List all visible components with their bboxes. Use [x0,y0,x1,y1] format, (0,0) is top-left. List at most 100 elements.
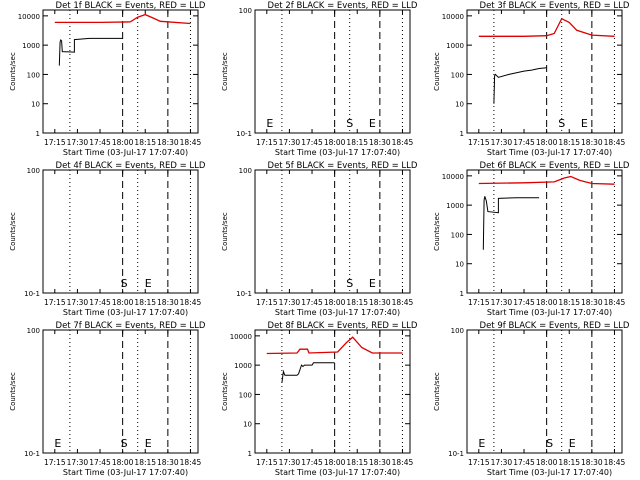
x-tick-label: 17:45 [89,458,111,467]
marker-e: E [369,277,376,290]
x-tick-label: 17:15 [44,138,66,147]
y-tick-label: 10 [455,101,464,109]
y-axis-label: Counts/sec [9,212,17,251]
chart-title: Det 8f BLACK = Events, RED = LLD [268,321,418,331]
chart-title: Det 2f BLACK = Events, RED = LLD [268,1,418,11]
x-tick-label: 17:45 [89,138,111,147]
x-axis-label: Start Time (03-Jul-17 17:07:40) [275,468,400,477]
y-tick-label: 10-1 [24,290,40,298]
x-tick-label: 17:45 [513,138,535,147]
plot-frame [42,169,199,294]
x-tick-label: 17:45 [89,298,111,307]
x-tick-label: 18:30 [581,298,603,307]
plot-frame [466,9,623,134]
x-tick-label: 17:45 [513,458,535,467]
marker-s: S [546,437,553,450]
chart-title: Det 6f BLACK = Events, RED = LLD [480,161,630,171]
y-axis-label: Counts/sec [9,52,17,91]
marker-e: E [478,437,485,450]
y-tick-label: 10-1 [236,290,252,298]
x-tick-label: 18:45 [180,298,202,307]
y-tick-label: 1000 [446,42,464,50]
y-tick-label: 1 [460,290,464,298]
x-tick-label: 17:45 [513,298,535,307]
x-tick-label: 18:15 [558,458,580,467]
y-tick-label: 1 [248,450,252,458]
y-tick-label: 100 [451,231,464,239]
x-tick-label: 18:15 [134,298,156,307]
x-tick-label: 17:15 [44,458,66,467]
x-tick-label: 17:30 [491,458,513,467]
x-tick-label: 18:45 [604,298,626,307]
y-tick-label: 100 [27,71,40,79]
marker-e: E [369,117,376,130]
marker-s: S [121,437,128,450]
x-tick-label: 18:45 [392,458,414,467]
x-tick-label: 17:15 [468,298,490,307]
panel-det-7: Det 7f BLACK = Events, RED = LLD Counts/s… [9,321,206,477]
panel-det-3: Det 3f BLACK = Events, RED = LLD Counts/s… [433,1,630,157]
x-tick-label: 18:30 [157,298,179,307]
plot-frame [466,169,623,294]
marker-e: E [145,437,152,450]
y-tick-label: 100 [239,7,252,15]
plot-frame [466,329,623,454]
x-tick-label: 18:45 [180,138,202,147]
x-tick-label: 17:15 [256,138,278,147]
marker-s: S [121,277,128,290]
x-tick-label: 18:30 [369,138,391,147]
marker-e: E [569,437,576,450]
x-axis-label: Start Time (03-Jul-17 17:07:40) [63,468,188,477]
series-line-lld [54,13,191,25]
chart-title: Det 7f BLACK = Events, RED = LLD [56,321,206,331]
y-axis-label: Counts/sec [221,212,229,251]
x-tick-label: 18:15 [134,458,156,467]
marker-e: E [266,117,273,130]
x-tick-label: 18:00 [536,458,558,467]
x-tick-label: 18:00 [112,458,134,467]
x-tick-label: 18:30 [157,458,179,467]
x-tick-label: 18:15 [346,138,368,147]
x-tick-label: 18:00 [536,138,558,147]
x-tick-label: 17:15 [44,298,66,307]
y-tick-label: 10-1 [236,130,252,138]
x-tick-label: 18:15 [134,138,156,147]
series-line-lld [478,175,615,185]
x-tick-label: 17:45 [301,458,323,467]
x-tick-label: 18:00 [324,458,346,467]
x-tick-label: 17:15 [468,458,490,467]
panel-det-5: Det 5f BLACK = Events, RED = LLD Counts/s… [221,161,418,317]
marker-s: S [346,117,353,130]
panel-det-4: Det 4f BLACK = Events, RED = LLD Counts/s… [9,161,206,317]
x-tick-label: 18:30 [369,458,391,467]
x-tick-label: 17:30 [67,138,89,147]
x-axis-label: Start Time (03-Jul-17 17:07:40) [275,308,400,317]
panel-det-1: Det 1f BLACK = Events, RED = LLD Counts/s… [9,1,206,157]
y-tick-label: 10000 [230,333,252,341]
y-tick-label: 100 [239,391,252,399]
plot-frame [254,169,411,294]
y-tick-label: 100 [451,71,464,79]
x-tick-label: 18:00 [324,298,346,307]
y-tick-label: 100 [451,327,464,335]
y-tick-label: 10 [243,421,252,429]
x-tick-label: 18:45 [392,298,414,307]
marker-s: S [558,117,565,130]
x-tick-label: 18:00 [112,138,134,147]
x-tick-label: 18:00 [112,298,134,307]
x-axis-label: Start Time (03-Jul-17 17:07:40) [63,148,188,157]
series-line-lld [478,17,615,37]
x-axis-label: Start Time (03-Jul-17 17:07:40) [487,308,612,317]
series-line-events [493,67,547,104]
y-tick-label: 100 [27,167,40,175]
chart-title: Det 1f BLACK = Events, RED = LLD [56,1,206,11]
x-axis-label: Start Time (03-Jul-17 17:07:40) [487,148,612,157]
marker-e: E [145,277,152,290]
x-axis-label: Start Time (03-Jul-17 17:07:40) [487,468,612,477]
panel-det-9: Det 9f BLACK = Events, RED = LLD Counts/s… [433,321,630,477]
y-tick-label: 1 [460,130,464,138]
chart-title: Det 9f BLACK = Events, RED = LLD [480,321,630,331]
x-tick-label: 17:15 [256,298,278,307]
y-tick-label: 1000 [234,362,252,370]
marker-s: S [346,277,353,290]
